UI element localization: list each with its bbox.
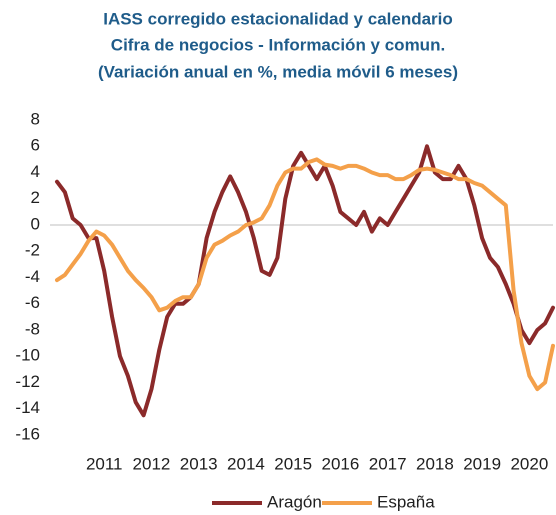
y-tick-label: -14 <box>15 398 40 417</box>
x-tick-label: 2017 <box>369 454 407 473</box>
chart-title: Cifra de negocios - Información y comun. <box>111 35 445 54</box>
x-tick-label: 2016 <box>322 454 360 473</box>
chart-title: (Variación anual en %, media móvil 6 mes… <box>98 62 458 81</box>
series-line <box>55 157 555 392</box>
y-tick-label: 0 <box>31 214 40 233</box>
legend-label: Aragón <box>267 492 322 511</box>
y-tick-label: -16 <box>15 424 40 443</box>
x-tick-label: 2018 <box>416 454 454 473</box>
series-line <box>55 144 555 418</box>
legend-label: España <box>377 492 435 511</box>
y-tick-label: -4 <box>25 267 40 286</box>
y-tick-label: -6 <box>25 293 40 312</box>
x-tick-label: 2013 <box>180 454 218 473</box>
y-tick-label: -12 <box>15 372 40 391</box>
x-tick-label: 2019 <box>463 454 501 473</box>
x-tick-label: 2011 <box>86 454 123 473</box>
y-tick-label: -8 <box>25 319 40 338</box>
y-tick-label: 6 <box>31 136 40 155</box>
x-tick-label: 2015 <box>274 454 312 473</box>
y-tick-label: -10 <box>15 346 40 365</box>
x-tick-label: 2014 <box>227 454 265 473</box>
x-tick-label: 2020 <box>510 454 548 473</box>
chart-title: IASS corregido estacionalidad y calendar… <box>103 9 453 28</box>
x-tick-label: 2012 <box>133 454 171 473</box>
y-tick-label: 4 <box>31 162 40 181</box>
y-tick-label: 8 <box>31 109 40 128</box>
y-tick-label: -2 <box>25 241 40 260</box>
y-tick-label: 2 <box>31 188 40 207</box>
